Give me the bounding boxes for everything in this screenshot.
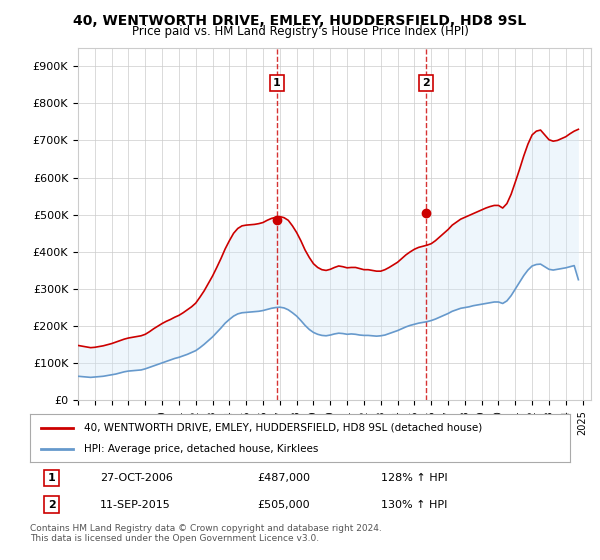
- Text: 130% ↑ HPI: 130% ↑ HPI: [381, 500, 448, 510]
- Text: Price paid vs. HM Land Registry's House Price Index (HPI): Price paid vs. HM Land Registry's House …: [131, 25, 469, 38]
- Text: HPI: Average price, detached house, Kirklees: HPI: Average price, detached house, Kirk…: [84, 444, 319, 454]
- Text: 27-OCT-2006: 27-OCT-2006: [100, 473, 173, 483]
- Text: £487,000: £487,000: [257, 473, 310, 483]
- Text: 2: 2: [48, 500, 55, 510]
- Text: Contains HM Land Registry data © Crown copyright and database right 2024.
This d: Contains HM Land Registry data © Crown c…: [30, 524, 382, 543]
- Text: 1: 1: [48, 473, 55, 483]
- Text: £505,000: £505,000: [257, 500, 310, 510]
- Text: 2: 2: [422, 78, 430, 88]
- Text: 128% ↑ HPI: 128% ↑ HPI: [381, 473, 448, 483]
- Text: 1: 1: [273, 78, 281, 88]
- Text: 40, WENTWORTH DRIVE, EMLEY, HUDDERSFIELD, HD8 9SL (detached house): 40, WENTWORTH DRIVE, EMLEY, HUDDERSFIELD…: [84, 423, 482, 433]
- Text: 40, WENTWORTH DRIVE, EMLEY, HUDDERSFIELD, HD8 9SL: 40, WENTWORTH DRIVE, EMLEY, HUDDERSFIELD…: [73, 14, 527, 28]
- Text: 11-SEP-2015: 11-SEP-2015: [100, 500, 171, 510]
